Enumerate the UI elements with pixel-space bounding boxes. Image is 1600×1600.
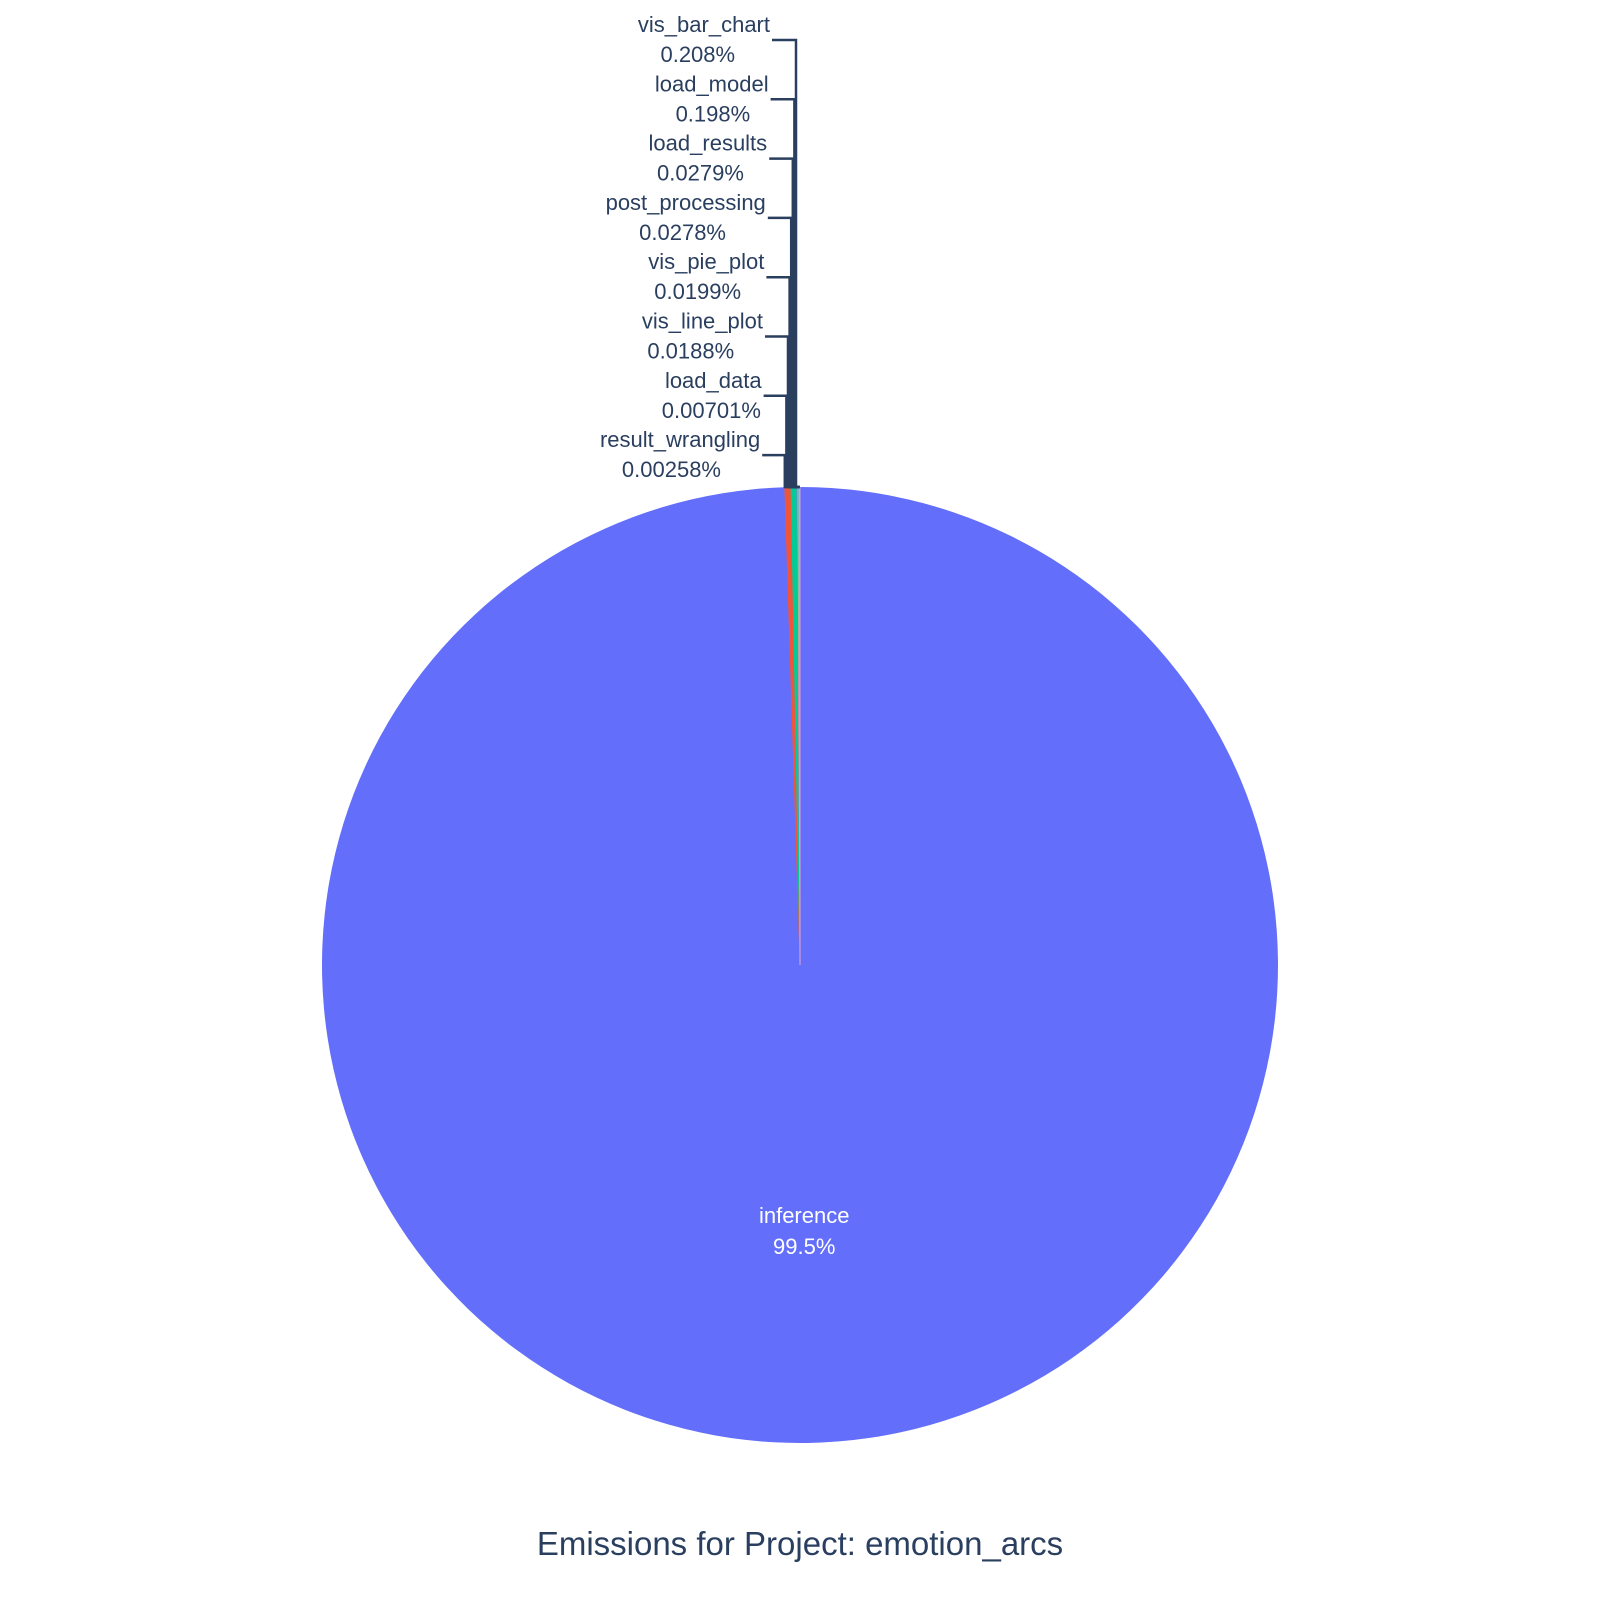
slice-label-load-model: load_model — [655, 71, 769, 96]
slice-percent-vis-line-plot: 0.0188% — [647, 339, 734, 364]
slice-label-result-wrangling: result_wrangling — [600, 427, 760, 452]
leader-line-result-wrangling — [762, 453, 800, 489]
slice-percent-load-model: 0.198% — [676, 101, 751, 126]
slice-percent-result-wrangling: 0.00258% — [622, 457, 721, 482]
slice-label-inference: inference — [759, 1203, 850, 1228]
slice-label-vis-line-plot: vis_line_plot — [642, 309, 763, 334]
slice-label-vis-pie-plot: vis_pie_plot — [648, 249, 764, 274]
slice-label-load-results: load_results — [649, 131, 768, 156]
slice-percent-vis-pie-plot: 0.0199% — [654, 279, 741, 304]
slice-percent-vis-bar-chart: 0.208% — [660, 42, 735, 67]
slice-percent-inference: 99.5% — [773, 1234, 835, 1259]
slice-label-vis-bar-chart: vis_bar_chart — [638, 12, 770, 37]
slice-label-load-data: load_data — [665, 368, 762, 393]
slice-label-post-processing: post_processing — [606, 190, 766, 215]
slice-percent-load-data: 0.00701% — [662, 398, 761, 423]
leader-lines-layer — [762, 38, 800, 489]
chart-title: Emissions for Project: emotion_arcs — [537, 1525, 1063, 1562]
slices-layer — [322, 486, 1279, 1443]
slice-percent-load-results: 0.0279% — [657, 161, 744, 186]
leader-line-load-results — [769, 157, 798, 489]
slice-percent-post-processing: 0.0278% — [639, 220, 726, 245]
slice-labels-layer: inference 99.5% vis_bar_chart 0.208% load_mo… — [600, 12, 849, 1259]
